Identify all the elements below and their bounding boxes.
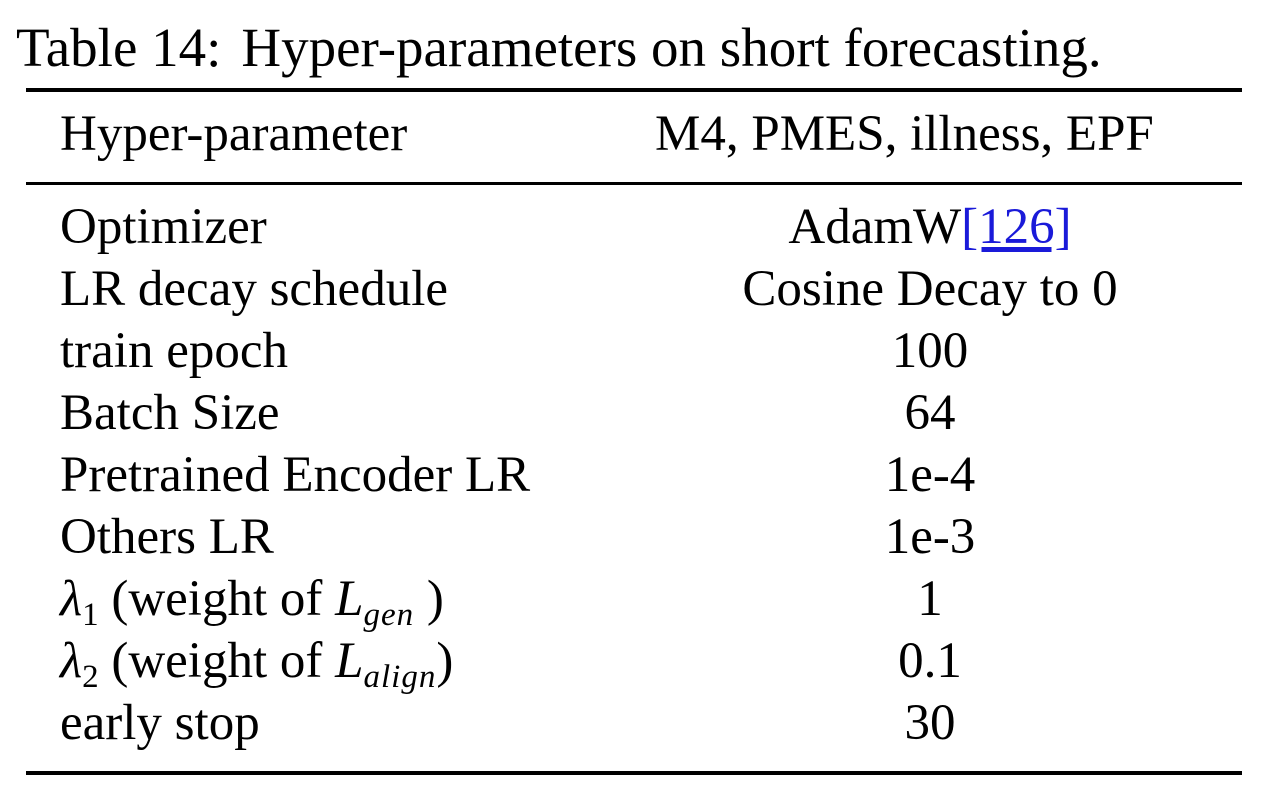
header-hyper-parameter: Hyper-parameter (60, 106, 408, 162)
row-label-batch-size: Batch Size (60, 385, 280, 441)
row-label-lambda1: λ1 (weight of Lgen ) (60, 568, 444, 646)
row-value-pretrained-encoder-lr: 1e-4 (884, 447, 976, 503)
lambda-symbol: λ (60, 571, 83, 627)
row-value-optimizer: AdamW[126] (620, 196, 1240, 258)
loss-subscript: align (363, 659, 437, 695)
weight-of-text: (weight of (111, 633, 323, 689)
row-value-batch-size: 64 (904, 385, 956, 441)
bottom-rule (26, 771, 1242, 775)
lambda-symbol: λ (60, 633, 83, 689)
lambda-subscript: 1 (82, 597, 99, 633)
row-value-others-lr: 1e-3 (884, 509, 976, 565)
caption-text: Hyper-parameters on short forecasting. (241, 17, 1102, 78)
row-label-pretrained-encoder-lr: Pretrained Encoder LR (60, 447, 531, 503)
row-value-lambda2: 0.1 (898, 633, 962, 689)
row-label-lr-decay: LR decay schedule (60, 261, 449, 317)
loss-symbol: L (335, 633, 364, 689)
row-value-early-stop: 30 (904, 695, 956, 751)
row-label-lambda2: λ2 (weight of Lalign) (60, 630, 453, 708)
header-datasets: M4, PMES, illness, EPF (655, 106, 1154, 162)
header-rule (26, 182, 1242, 185)
row-label-early-stop: early stop (60, 695, 260, 751)
loss-subscript: gen (363, 597, 415, 633)
row-label-train-epoch: train epoch (60, 323, 288, 379)
row-value-lr-decay: Cosine Decay to 0 (742, 261, 1118, 317)
close-paren: ) (426, 571, 444, 627)
caption-label: Table 14: (16, 17, 222, 78)
row-value-lambda1: 1 (917, 571, 943, 627)
table-caption: Table 14: Hyper-parameters on short forec… (16, 8, 1246, 88)
lambda-subscript: 2 (82, 659, 99, 695)
loss-symbol: L (335, 571, 364, 627)
weight-of-text: (weight of (111, 571, 323, 627)
row-value-train-epoch: 100 (891, 323, 969, 379)
top-rule (26, 88, 1242, 92)
close-paren: ) (436, 633, 454, 689)
row-label-others-lr: Others LR (60, 509, 274, 565)
citation-link[interactable]: [126] (961, 199, 1072, 255)
optimizer-value: AdamW (788, 199, 962, 255)
row-label-optimizer: Optimizer (60, 199, 267, 255)
